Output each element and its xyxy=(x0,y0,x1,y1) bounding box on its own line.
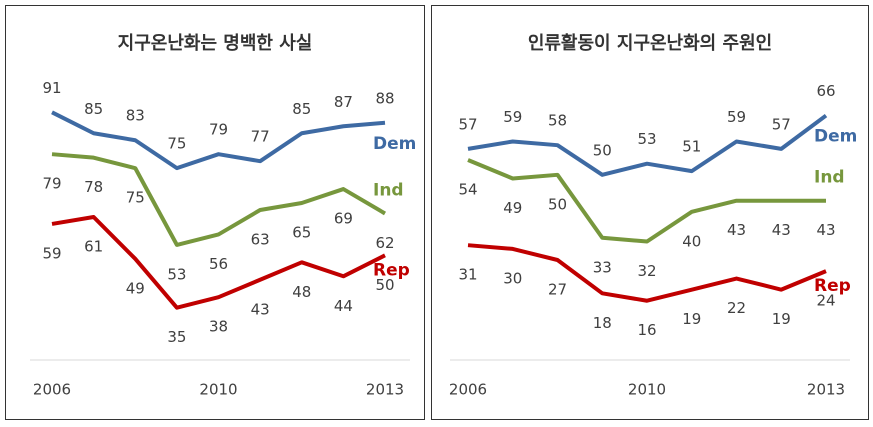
chart-title: 인류활동이 지구온난화의 주원인 xyxy=(528,33,772,54)
data-label: 59 xyxy=(42,244,61,262)
panel-border xyxy=(431,5,869,420)
data-label: 77 xyxy=(251,128,270,146)
data-label: 53 xyxy=(167,265,186,283)
data-label: 50 xyxy=(593,141,612,159)
data-label: 27 xyxy=(548,281,567,299)
series-label: Rep xyxy=(373,260,410,280)
data-label: 69 xyxy=(334,210,353,228)
x-tick-label: 2006 xyxy=(449,381,487,399)
data-label: 43 xyxy=(251,300,270,318)
data-label: 75 xyxy=(126,189,145,207)
data-label: 35 xyxy=(167,328,186,346)
data-label: 31 xyxy=(458,266,477,284)
x-tick-label: 2013 xyxy=(366,381,404,399)
data-label: 66 xyxy=(816,82,835,100)
series-line xyxy=(51,214,386,310)
data-label: 18 xyxy=(593,314,612,332)
data-label: 24 xyxy=(816,292,835,310)
data-label: 32 xyxy=(637,262,656,280)
data-label: 53 xyxy=(637,130,656,148)
data-label: 56 xyxy=(209,255,228,273)
data-label: 16 xyxy=(637,321,656,339)
data-label: 79 xyxy=(209,121,228,139)
data-label: 49 xyxy=(503,199,522,217)
data-label: 50 xyxy=(548,195,567,213)
series-label: Ind xyxy=(373,180,404,200)
data-label: 43 xyxy=(816,221,835,239)
data-label: 49 xyxy=(126,279,145,297)
data-label: 58 xyxy=(548,112,567,130)
data-label: 38 xyxy=(209,318,228,336)
series-line xyxy=(467,243,827,303)
data-label: 57 xyxy=(458,115,477,133)
data-label: 65 xyxy=(292,224,311,242)
data-label: 75 xyxy=(167,135,186,153)
data-label: 83 xyxy=(126,107,145,125)
data-label: 50 xyxy=(375,276,394,294)
data-label: 78 xyxy=(84,178,103,196)
data-label: 43 xyxy=(772,221,791,239)
data-label: 30 xyxy=(503,269,522,287)
x-tick-label: 2006 xyxy=(33,381,71,399)
chart-title: 지구온난화는 명백한 사실 xyxy=(118,33,313,54)
data-label: 91 xyxy=(42,79,61,97)
series-label: Dem xyxy=(373,134,416,154)
data-label: 19 xyxy=(682,310,701,328)
x-tick-label: 2010 xyxy=(628,381,666,399)
panel-border xyxy=(5,5,425,420)
data-label: 62 xyxy=(375,234,394,252)
data-label: 85 xyxy=(292,100,311,118)
data-label: 79 xyxy=(42,175,61,193)
data-label: 43 xyxy=(727,221,746,239)
series-line xyxy=(467,113,828,177)
data-label: 63 xyxy=(251,231,270,249)
series-label: Rep xyxy=(814,276,851,296)
data-label: 40 xyxy=(682,232,701,250)
data-label: 44 xyxy=(334,297,353,315)
x-tick-label: 2010 xyxy=(199,381,237,399)
data-label: 57 xyxy=(772,115,791,133)
data-label: 85 xyxy=(84,100,103,118)
data-label: 51 xyxy=(682,138,701,156)
x-tick-label: 2013 xyxy=(807,381,845,399)
data-label: 59 xyxy=(727,108,746,126)
data-label: 54 xyxy=(458,181,477,199)
data-label: 33 xyxy=(593,258,612,276)
data-label: 88 xyxy=(375,89,394,107)
series-line xyxy=(51,152,387,247)
series-line xyxy=(467,158,826,244)
data-label: 87 xyxy=(334,93,353,111)
series-label: Ind xyxy=(814,168,845,188)
data-label: 59 xyxy=(503,108,522,126)
series-label: Dem xyxy=(814,127,857,147)
series-line xyxy=(51,110,386,171)
data-label: 48 xyxy=(292,283,311,301)
data-label: 22 xyxy=(727,299,746,317)
data-label: 61 xyxy=(84,237,103,255)
data-label: 19 xyxy=(772,310,791,328)
